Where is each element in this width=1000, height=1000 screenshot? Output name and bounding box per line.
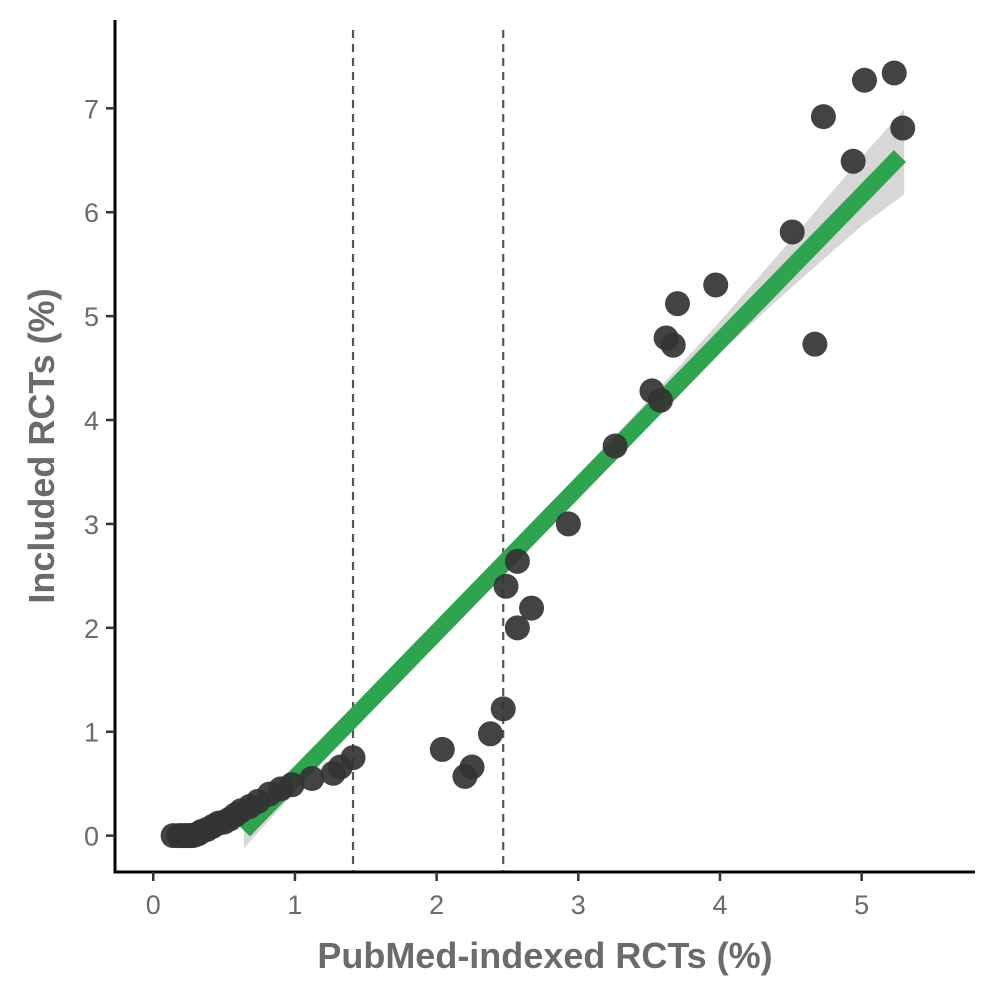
data-point <box>802 331 828 357</box>
data-point <box>299 765 325 791</box>
y-tick-label: 3 <box>84 510 99 540</box>
data-point <box>703 272 729 298</box>
points-layer <box>160 60 916 849</box>
data-point <box>851 67 877 93</box>
data-point <box>810 104 836 130</box>
data-point <box>504 548 530 574</box>
data-point <box>493 573 519 599</box>
y-tick-label: 5 <box>84 302 99 332</box>
fit-line-layer <box>237 150 907 837</box>
x-tick-label: 2 <box>429 890 444 920</box>
data-point <box>890 115 916 141</box>
x-tick-label: 0 <box>146 890 161 920</box>
data-point <box>279 772 305 798</box>
data-point <box>664 291 690 317</box>
data-point <box>779 219 805 245</box>
data-point <box>519 595 545 621</box>
data-point <box>660 332 686 358</box>
data-point <box>459 754 485 780</box>
data-point <box>647 387 673 413</box>
x-axis-title: PubMed-indexed RCTs (%) <box>317 935 772 976</box>
y-tick-label: 1 <box>84 718 99 748</box>
data-point <box>477 721 503 747</box>
data-point <box>555 511 581 537</box>
y-tick-label: 0 <box>84 822 99 852</box>
data-point <box>340 745 366 771</box>
fit-line <box>237 150 907 837</box>
x-tick-label: 1 <box>287 890 302 920</box>
x-tick-label: 5 <box>854 890 869 920</box>
y-tick-label: 4 <box>84 406 99 436</box>
data-point <box>429 736 455 762</box>
reference-lines-layer <box>351 30 505 872</box>
axes-layer: 0 1 2 3 4 5 0 1 2 3 4 5 6 7 <box>84 20 975 920</box>
data-point <box>602 433 628 459</box>
x-tick-label: 3 <box>571 890 586 920</box>
y-tick-label: 7 <box>84 94 99 124</box>
data-point <box>840 148 866 174</box>
x-tick-label: 4 <box>712 890 727 920</box>
y-tick-label: 6 <box>84 198 99 228</box>
y-axis-title: Included RCTs (%) <box>21 288 62 603</box>
y-tick-label: 2 <box>84 614 99 644</box>
data-point <box>881 60 907 86</box>
data-point <box>504 615 530 641</box>
data-point <box>490 696 516 722</box>
